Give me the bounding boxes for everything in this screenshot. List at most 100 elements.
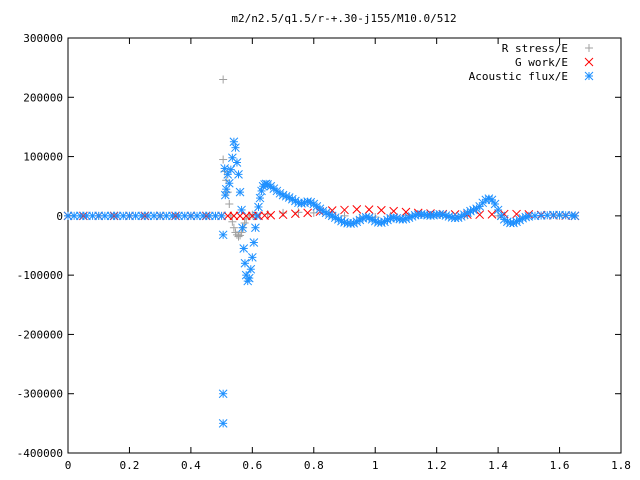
data-point <box>263 210 272 219</box>
data-point-stroke <box>266 210 276 220</box>
data-point <box>229 223 238 232</box>
y-tick-label: -300000 <box>17 388 63 401</box>
data-point <box>251 223 260 233</box>
x-tick-label: 0.4 <box>181 459 201 472</box>
data-point-stroke <box>223 211 233 221</box>
data-point-stroke <box>168 211 177 221</box>
y-tick-label: 100000 <box>23 151 63 164</box>
y-tick-label: -200000 <box>17 328 63 341</box>
data-point-stroke <box>155 211 165 221</box>
data-point-stroke <box>524 212 534 221</box>
data-point-stroke <box>303 208 312 218</box>
data-point <box>244 273 254 283</box>
data-point <box>229 211 239 221</box>
data-point <box>303 208 312 218</box>
data-point-stroke <box>290 196 300 206</box>
data-point-stroke <box>244 273 254 283</box>
data-point <box>248 210 257 219</box>
data-point-stroke <box>180 211 190 221</box>
chart-title: m2/n2.5/q1.5/r-+.30-j155/M10.0/512 <box>231 12 456 25</box>
data-point-stroke <box>237 205 246 215</box>
data-point <box>231 143 240 153</box>
data-point-stroke <box>75 211 85 221</box>
data-point <box>238 223 247 233</box>
data-point-stroke <box>232 158 242 167</box>
data-point-stroke <box>112 211 122 221</box>
data-point-stroke <box>512 209 521 219</box>
data-point-stroke <box>118 211 128 221</box>
data-point <box>235 187 245 197</box>
data-point <box>377 205 386 215</box>
data-point-stroke <box>88 211 97 221</box>
data-point <box>226 165 236 174</box>
data-point <box>549 210 558 220</box>
x-tick-label: 0.2 <box>120 459 140 472</box>
data-point-stroke <box>125 211 134 221</box>
data-point <box>234 170 243 179</box>
data-point-stroke <box>100 211 110 221</box>
series-acoustic-flux-e <box>63 137 580 428</box>
data-point-stroke <box>234 170 243 179</box>
legend-label: G work/E <box>515 56 568 69</box>
data-point-stroke <box>241 211 251 221</box>
data-point <box>88 211 97 221</box>
data-point-stroke <box>217 211 226 221</box>
data-point <box>352 204 362 214</box>
data-point-stroke <box>278 210 288 220</box>
data-point <box>247 211 257 221</box>
data-point-stroke <box>340 205 349 215</box>
data-point-stroke <box>186 211 196 221</box>
data-point-stroke <box>487 210 497 219</box>
data-point <box>364 205 374 214</box>
data-point <box>218 419 228 428</box>
data-point-stroke <box>235 187 245 197</box>
data-point-stroke <box>252 211 262 221</box>
data-point <box>125 211 134 221</box>
data-point-stroke <box>254 202 263 212</box>
data-point <box>228 217 237 226</box>
data-point <box>279 208 288 217</box>
data-point-stroke <box>306 197 316 207</box>
y-tick-label: -100000 <box>17 269 63 282</box>
data-point-stroke <box>549 210 558 220</box>
data-point <box>249 238 259 247</box>
data-point-stroke <box>238 223 247 233</box>
data-point-stroke <box>251 223 260 233</box>
data-point-stroke <box>536 211 546 220</box>
data-point-stroke <box>389 206 399 216</box>
data-point-stroke <box>69 211 79 221</box>
data-point-stroke <box>490 199 500 209</box>
legend-marker <box>584 71 594 81</box>
data-point <box>219 155 228 164</box>
data-point <box>241 211 251 221</box>
data-point-stroke <box>261 179 271 189</box>
data-point <box>217 211 226 221</box>
x-tick-label: 0 <box>65 459 72 472</box>
data-point-stroke <box>229 211 239 221</box>
x-tick-label: 0.6 <box>242 459 262 472</box>
data-point-stroke <box>218 419 228 428</box>
data-point <box>252 211 262 221</box>
data-point <box>118 211 128 221</box>
data-point <box>223 211 233 221</box>
data-point-stroke <box>246 264 256 274</box>
data-point-stroke <box>229 137 239 147</box>
data-point <box>278 210 288 220</box>
data-point-stroke <box>290 209 300 219</box>
legend-label: Acoustic flux/E <box>469 70 568 83</box>
data-point <box>266 210 276 220</box>
data-point-stroke <box>475 210 485 220</box>
data-point <box>246 264 256 274</box>
data-point-stroke <box>82 211 91 221</box>
series-layer <box>63 75 580 428</box>
data-point-stroke <box>63 211 73 221</box>
x-tick-label: 0.8 <box>304 459 324 472</box>
x-tick-label: 1.8 <box>611 459 631 472</box>
y-tick-label: 0 <box>56 210 63 223</box>
data-point-stroke <box>174 211 183 221</box>
data-point-stroke <box>106 211 116 221</box>
x-axis: 0 0.2 0.4 0.6 0.8 1 1.2 1.4 1.6 1.8 <box>65 38 631 472</box>
data-point <box>290 209 300 219</box>
data-point-stroke <box>149 211 159 221</box>
